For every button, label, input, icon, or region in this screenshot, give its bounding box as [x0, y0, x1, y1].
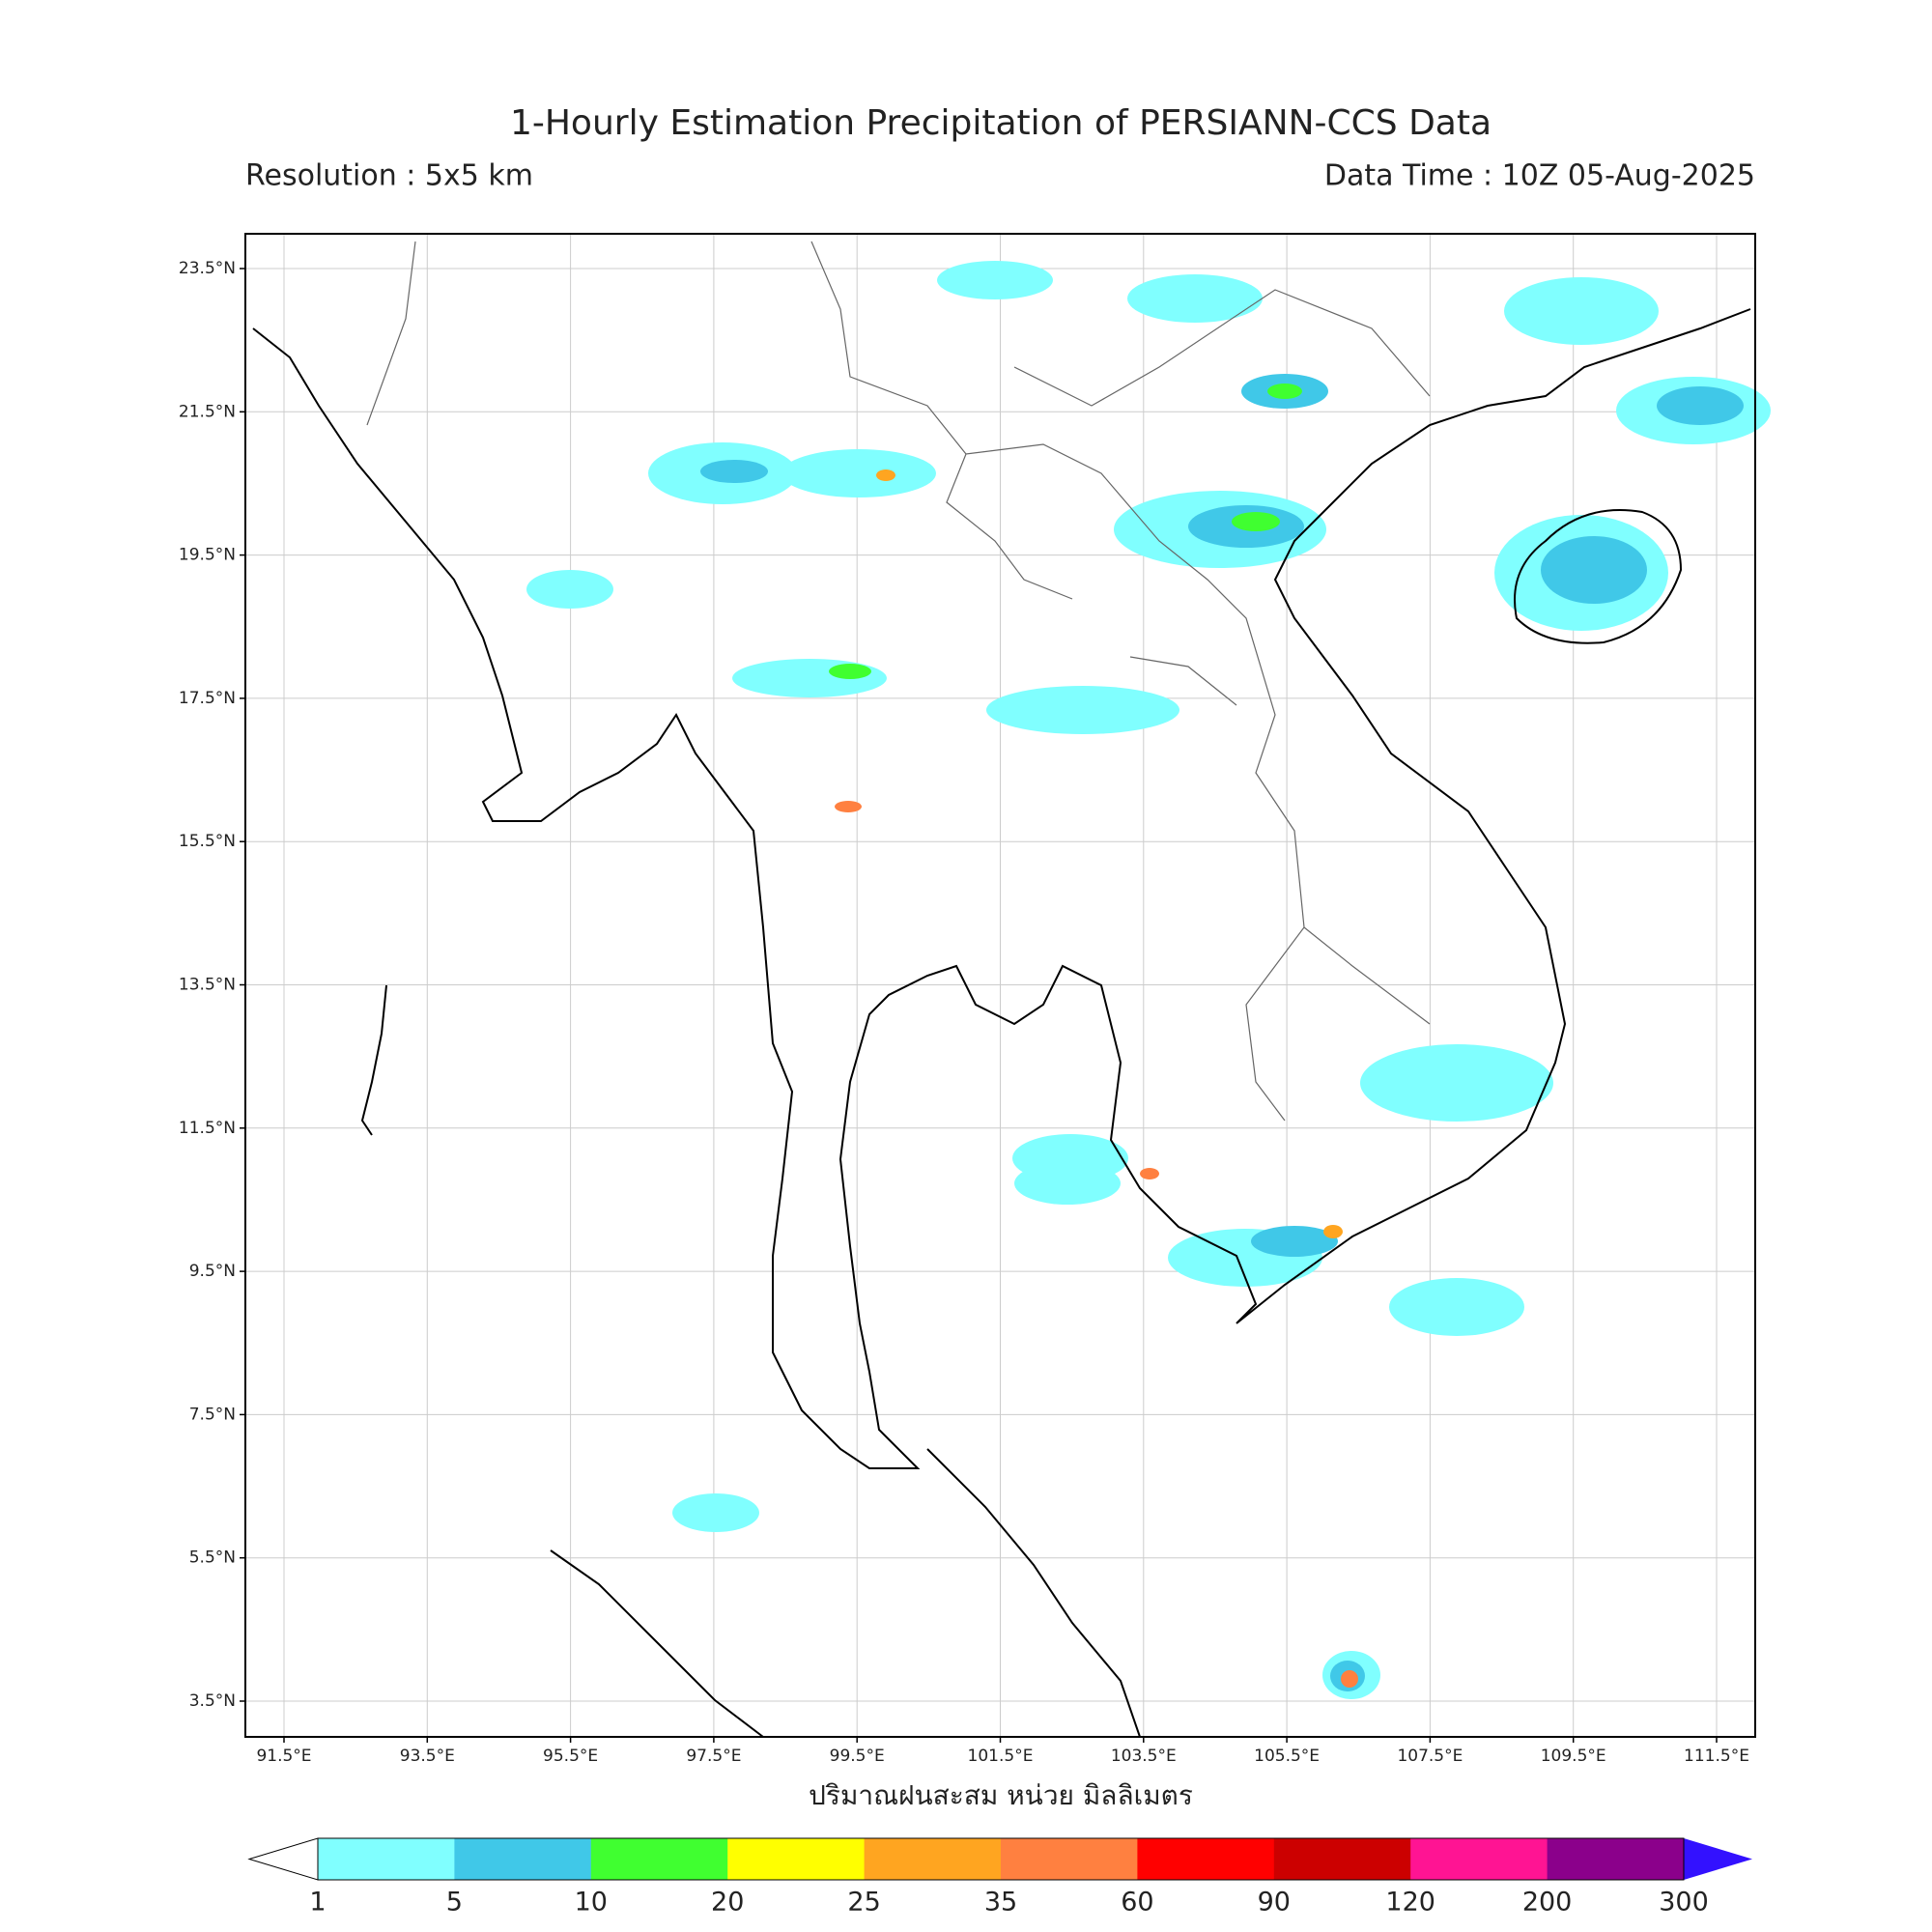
lat-tick-label: 15.5°N: [179, 832, 236, 851]
colorbar-segment: [1547, 1838, 1685, 1880]
colorbar-level: 300: [1659, 1888, 1709, 1918]
lat-tick-label: 17.5°N: [179, 689, 236, 708]
lat-tick-label: 7.5°N: [189, 1405, 236, 1424]
lat-tick-label: 9.5°N: [189, 1262, 236, 1281]
lon-tick-label: 105.5°E: [1254, 1747, 1320, 1766]
lon-tick-label: 107.5°E: [1397, 1747, 1463, 1766]
rain-area: [526, 570, 613, 609]
rain-area: [1389, 1278, 1524, 1336]
rain-area: [1140, 1168, 1159, 1179]
colorbar-level: 10: [575, 1888, 608, 1918]
island-hainan: [1514, 509, 1683, 644]
rain-area: [1341, 1670, 1358, 1688]
title: 1-Hourly Estimation Precipitation of PER…: [510, 103, 1492, 143]
lat-tick-label: 23.5°N: [179, 259, 236, 278]
colorbar-outline: [317, 1837, 1685, 1881]
rain-area: [829, 664, 871, 679]
colorbar-segment: [727, 1838, 866, 1880]
rain-area: [1127, 274, 1263, 323]
colorbar-segment: [1137, 1838, 1275, 1880]
lat-tick-label: 13.5°N: [179, 976, 236, 995]
country-border: [366, 241, 1431, 1122]
lon-tick-label: 93.5°E: [400, 1747, 455, 1766]
coastline-sumatra: [550, 1549, 764, 1738]
colorbar-over: [1684, 1838, 1752, 1880]
colorbar-level: 5: [446, 1888, 463, 1918]
lon-tick-label: 103.5°E: [1111, 1747, 1177, 1766]
resolution: Resolution : 5x5 km: [245, 159, 533, 193]
colorbar-segment: [1410, 1838, 1548, 1880]
lat-tick-label: 19.5°N: [179, 546, 236, 565]
lon-tick-label: 99.5°E: [830, 1747, 885, 1766]
colorbar-level: 120: [1385, 1888, 1435, 1918]
rain-area: [835, 801, 862, 812]
rain-area: [1360, 1044, 1553, 1122]
colorbar-level: 200: [1522, 1888, 1573, 1918]
colorbar-label: ปริมาณฝนสะสม หน่วย มิลลิเมตร: [809, 1779, 1193, 1811]
colorbar-segment: [864, 1838, 1002, 1880]
borders: [366, 241, 1431, 1122]
lon-tick-label: 91.5°E: [256, 1747, 311, 1766]
lon-tick-label: 101.5°E: [968, 1747, 1034, 1766]
ticks: 91.5°E 93.5°E 95.5°E 97.5°E 99.5°E 101.5°E 103…: [179, 259, 1749, 1766]
rain-area: [986, 686, 1179, 734]
island-andaman: [360, 984, 387, 1136]
lon-tick-label: 109.5°E: [1541, 1747, 1606, 1766]
rain-area: [1504, 277, 1659, 345]
map: 91.5°E 93.5°E 95.5°E 97.5°E 99.5°E 101.5°E 103…: [179, 233, 1771, 1766]
lon-tick-label: 111.5°E: [1684, 1747, 1749, 1766]
colorbar-segment: [590, 1838, 728, 1880]
colorbar-level: 20: [711, 1888, 744, 1918]
rain-area: [732, 659, 887, 697]
colorbar-level: 1: [309, 1888, 326, 1918]
colorbar-level: 35: [984, 1888, 1017, 1918]
lat-tick-label: 5.5°N: [189, 1548, 236, 1568]
colorbar-segment: [318, 1838, 455, 1880]
lon-tick-label: 97.5°E: [686, 1747, 741, 1766]
colorbar-under: [247, 1837, 319, 1881]
rain-area: [781, 449, 936, 497]
colorbar-level: 60: [1121, 1888, 1153, 1918]
rain-area: [700, 460, 768, 483]
coastline: [252, 308, 1751, 1469]
data-time: Data Time : 10Z 05-Aug-2025: [1324, 159, 1755, 193]
rain-area: [1232, 512, 1280, 531]
rain-area: [1541, 536, 1647, 604]
colorbar-level: 90: [1258, 1888, 1291, 1918]
coastline-malaysia: [926, 1448, 1141, 1738]
colorbar-segment: [454, 1838, 592, 1880]
colorbar-segment: [1273, 1838, 1411, 1880]
rain-area: [1267, 384, 1302, 399]
rain-area: [1014, 1162, 1121, 1205]
lon-tick-label: 95.5°E: [543, 1747, 598, 1766]
rain-area: [876, 469, 895, 481]
lat-tick-label: 3.5°N: [189, 1691, 236, 1711]
rain-area: [1251, 1226, 1338, 1257]
lat-tick-label: 21.5°N: [179, 402, 236, 421]
rain-area: [937, 261, 1053, 299]
colorbar-segment: [1001, 1838, 1138, 1880]
rain-area: [672, 1493, 759, 1532]
coastlines: [252, 308, 1751, 1738]
rain-peaks: [829, 384, 1358, 1688]
colorbar: 1 5 10 20 25 35 60 90 120 200 300: [247, 1837, 1752, 1918]
colorbar-level: 25: [847, 1888, 880, 1918]
rain-area: [1657, 386, 1744, 425]
lat-tick-label: 11.5°N: [179, 1119, 236, 1138]
rain-area: [1323, 1225, 1343, 1238]
